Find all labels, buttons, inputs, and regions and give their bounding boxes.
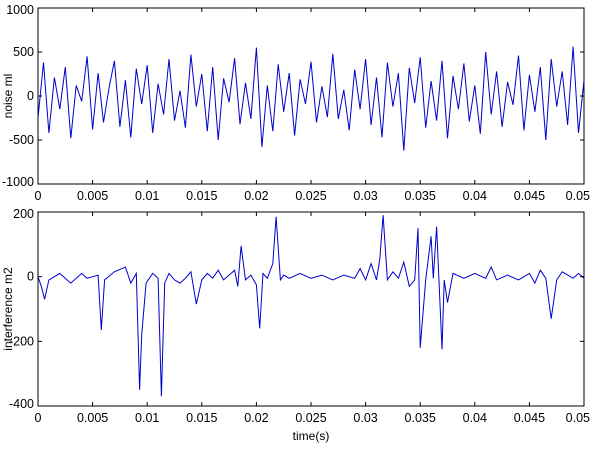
y-tick-label: -400 <box>9 397 34 411</box>
x-tick-label: 0.045 <box>514 189 545 203</box>
plot-frame <box>37 7 585 185</box>
x-tick-label: 0.04 <box>463 189 487 203</box>
x-tick-label: 0.035 <box>405 189 436 203</box>
y-tick-label: 0 <box>27 89 34 103</box>
x-tick-label: 0.005 <box>77 411 108 425</box>
x-tick-label: 0.015 <box>186 411 217 425</box>
x-tick-label: 0.025 <box>295 189 326 203</box>
y-tick-label: 200 <box>13 207 34 221</box>
y-tick-label: 0 <box>27 270 34 284</box>
x-tick-label: 0.02 <box>244 411 268 425</box>
x-tick-label: 0.035 <box>405 411 436 425</box>
y-tick-label: -500 <box>9 133 34 147</box>
y-tick-label: -200 <box>9 334 34 348</box>
x-tick-label: 0.03 <box>353 411 377 425</box>
x-axis-label: time(s) <box>293 429 330 443</box>
y-tick-label: 500 <box>13 45 34 59</box>
x-tick-label: 0 <box>35 189 42 203</box>
x-tick-label: 0.01 <box>135 189 159 203</box>
x-tick-label: 0.025 <box>295 411 326 425</box>
x-tick-label: 0.03 <box>353 189 377 203</box>
x-tick-label: 0.015 <box>186 189 217 203</box>
x-tick-label: 0.02 <box>244 189 268 203</box>
y-tick-label: 1000 <box>6 3 34 17</box>
x-tick-label: 0.045 <box>514 411 545 425</box>
y-tick-label: -1000 <box>2 175 34 189</box>
series-line <box>37 215 585 397</box>
x-tick-label: 0.04 <box>463 411 487 425</box>
x-tick-label: 0 <box>35 411 42 425</box>
plot-frame <box>37 211 585 407</box>
x-tick-label: 0.05 <box>566 411 590 425</box>
x-tick-label: 0.005 <box>77 189 108 203</box>
y-axis-label: noise ml <box>1 74 15 119</box>
x-tick-label: 0.01 <box>135 411 159 425</box>
x-tick-label: 0.05 <box>566 189 590 203</box>
y-axis-label: interference m2 <box>1 267 15 351</box>
interference-chart: 0 0.005 0.01 0.015 0.02 0.025 0.03 0.035 0.04 0.0… <box>1 207 590 443</box>
series-line <box>37 46 585 151</box>
noise-chart: 0 0.005 0.01 0.015 0.02 0.025 0.03 0.035 0.04 0.0… <box>1 3 590 203</box>
